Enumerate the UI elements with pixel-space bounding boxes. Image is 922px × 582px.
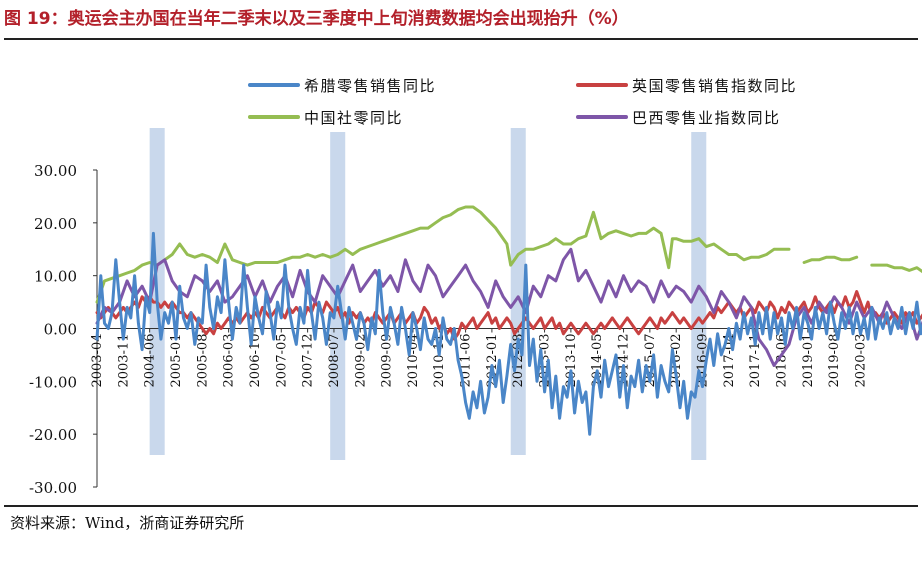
x-tick-label: 2010-11 — [432, 334, 447, 388]
legend-label: 巴西零售业指数同比 — [632, 109, 781, 127]
x-tick-label: 2006-10 — [248, 334, 263, 388]
x-tick-label: 2003-11 — [116, 334, 131, 388]
y-axis: 30.00 20.00 10.00 0.00 -10.00 -20.00 -30.00 — [29, 162, 98, 497]
olympic-band-3 — [510, 128, 526, 455]
x-tick-label: 2019-08 — [827, 334, 842, 388]
x-tick-label: 2005-08 — [195, 334, 210, 388]
y-tick-label: 0.00 — [44, 321, 77, 339]
x-tick-label: 2020-03 — [853, 334, 868, 388]
x-tick-label: 2005-01 — [169, 334, 184, 388]
x-tick-label: 2019-01 — [801, 334, 816, 388]
y-tick-label: 20.00 — [34, 215, 77, 233]
top-rule — [4, 38, 918, 40]
source-note: 资料来源：Wind，浙商证券研究所 — [10, 514, 245, 532]
x-tick-label: 2017-11 — [748, 334, 763, 388]
legend-label: 希腊零售销售同比 — [304, 77, 436, 95]
x-tick-label: 2014-12 — [617, 334, 632, 388]
x-tick-label: 2006-03 — [222, 334, 237, 388]
series-line-1 — [95, 231, 922, 436]
legend-label: 中国社零同比 — [304, 109, 403, 127]
x-tick-label: 2007-05 — [274, 334, 289, 388]
x-tick-label: 2007-12 — [301, 334, 316, 388]
bottom-rule — [4, 505, 918, 507]
legend-label: 英国零售销售指数同比 — [632, 77, 797, 95]
chart-area: 30.00 20.00 10.00 0.00 -10.00 -20.00 -30.00 20… — [29, 77, 922, 497]
x-axis: 2003-04 2003-11 2004-06 2005-01 2005-08 2006-… — [90, 328, 868, 388]
y-tick-label: -10.00 — [29, 373, 77, 391]
x-tick-label: 2009-02 — [353, 334, 368, 388]
figure-title: 图 19：奥运会主办国在当年二季末以及三季度中上旬消费数据均会出现抬升（%） — [4, 9, 629, 29]
y-tick-label: -20.00 — [29, 426, 77, 444]
x-tick-label: 2003-04 — [90, 334, 105, 388]
series-line-3 — [95, 205, 791, 304]
series-line-4 — [802, 255, 859, 264]
y-tick-label: 30.00 — [34, 162, 77, 180]
series-lines — [95, 205, 922, 436]
series-line-5 — [870, 263, 922, 274]
x-tick-label: 2009-09 — [380, 334, 395, 388]
x-tick-label: 2014-05 — [590, 334, 605, 388]
x-tick-label: 2004-06 — [143, 334, 158, 388]
x-tick-label: 2013-10 — [564, 334, 579, 388]
y-tick-label: -30.00 — [29, 479, 77, 497]
x-tick-label: 2008-07 — [327, 334, 342, 388]
x-tick-label: 2016-02 — [669, 334, 684, 388]
y-tick-label: 10.00 — [34, 268, 77, 286]
